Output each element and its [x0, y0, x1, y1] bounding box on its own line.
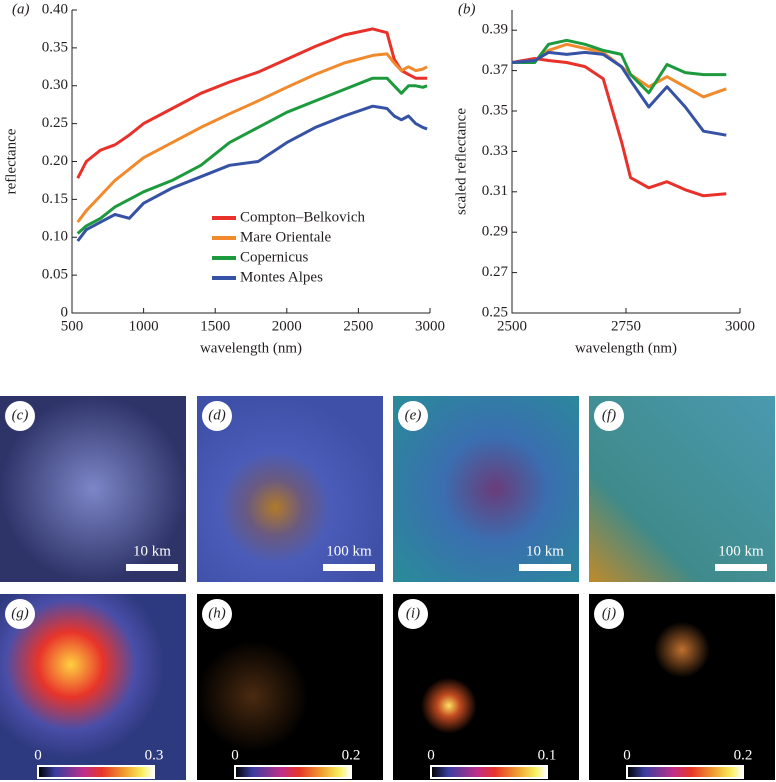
colorbar-min: 0 — [34, 747, 42, 763]
image-panel — [197, 594, 383, 780]
series-line — [511, 57, 727, 198]
y-tick-label: 0.10 — [42, 229, 68, 245]
series-line — [511, 50, 727, 137]
x-tick-label: 2500 — [497, 318, 527, 334]
x-tick-label: 500 — [61, 318, 84, 334]
y-tick-label: 0.15 — [42, 191, 68, 207]
label-badge — [594, 401, 624, 431]
panel-label: (d) — [208, 407, 226, 423]
y-tick-label: 0.31 — [482, 183, 508, 199]
panel-label: (a) — [12, 1, 30, 17]
panel-label: (g) — [11, 605, 29, 621]
colorbar — [37, 765, 155, 779]
y-axis-label: reflectance — [3, 128, 19, 194]
y-axis-label: scaled reflectance — [453, 108, 469, 215]
label-badge — [398, 599, 428, 629]
scale-bar — [323, 564, 375, 571]
label-badge — [594, 599, 624, 629]
x-tick-label: 1500 — [200, 318, 230, 334]
y-tick-label: 0.37 — [482, 62, 509, 78]
y-tick-label: 0.20 — [42, 153, 68, 169]
scale-bar-label: 10 km — [526, 543, 564, 559]
colorbar-max: 0.2 — [342, 747, 361, 763]
y-tick-label: 0.35 — [482, 102, 508, 118]
colorbar-min: 0 — [623, 747, 631, 763]
x-axis-label: wavelength (nm) — [575, 340, 677, 356]
legend-label: Copernicus — [240, 249, 308, 265]
x-tick-label: 2750 — [611, 318, 641, 334]
scale-bar-label: 100 km — [326, 543, 372, 559]
y-tick-label: 0.35 — [42, 39, 68, 55]
scale-bar-label: 100 km — [718, 543, 764, 559]
panel-label: (j) — [602, 605, 616, 621]
series-line — [76, 27, 428, 179]
label-badge — [5, 599, 35, 629]
x-tick-label: 3000 — [415, 318, 445, 334]
colorbar-max: 0.1 — [538, 747, 557, 763]
image-panel — [393, 396, 579, 582]
legend-label: Montes Alpes — [240, 269, 323, 285]
colorbar — [234, 765, 352, 779]
legend-label: Compton–Belkovich — [240, 209, 365, 225]
label-badge — [5, 401, 35, 431]
scale-bar — [715, 564, 767, 571]
label-badge — [202, 401, 232, 431]
series-line — [76, 104, 428, 242]
panel-label: (h) — [208, 605, 226, 621]
image-panel — [589, 396, 775, 582]
series-line — [76, 76, 428, 235]
colorbar-max: 0.3 — [145, 747, 164, 763]
x-tick-label: 1000 — [129, 318, 159, 334]
panel-label: (i) — [406, 605, 420, 621]
y-tick-label: 0.25 — [42, 115, 68, 131]
x-tick-label: 2000 — [272, 318, 302, 334]
x-tick-label: 2500 — [343, 318, 373, 334]
y-tick-label: 0.29 — [482, 224, 508, 240]
y-tick-label: 0.30 — [42, 77, 68, 93]
colorbar-max: 0.2 — [734, 747, 753, 763]
legend-label: Mare Orientale — [240, 229, 332, 245]
y-tick-label: 0.05 — [42, 267, 68, 283]
colorbar-min: 0 — [427, 747, 435, 763]
image-panel — [393, 594, 579, 780]
image-panel — [589, 594, 775, 780]
scale-bar — [519, 564, 571, 571]
x-axis-label: wavelength (nm) — [200, 340, 302, 356]
label-badge — [202, 599, 232, 629]
image-panel — [0, 594, 186, 780]
y-tick-label: 0 — [61, 304, 69, 320]
y-tick-label: 0.25 — [482, 304, 508, 320]
panel-label: (e) — [405, 407, 422, 423]
colorbar — [430, 765, 548, 779]
series-line — [512, 38, 727, 95]
label-badge — [398, 401, 428, 431]
panel-label: (c) — [12, 407, 29, 423]
y-tick-label: 0.40 — [42, 1, 68, 17]
colorbar — [626, 765, 744, 779]
image-panel — [0, 396, 186, 582]
panel-label: (b) — [458, 1, 476, 17]
x-tick-label: 3000 — [725, 318, 755, 334]
scale-bar-label: 10 km — [133, 543, 171, 559]
colorbar-min: 0 — [231, 747, 239, 763]
y-tick-label: 0.33 — [482, 143, 508, 159]
y-tick-label: 0.27 — [482, 264, 509, 280]
panel-label: (f) — [602, 407, 616, 423]
scale-bar — [126, 564, 178, 571]
series-line — [76, 52, 428, 224]
y-tick-label: 0.39 — [482, 22, 508, 38]
image-panel — [197, 396, 383, 582]
